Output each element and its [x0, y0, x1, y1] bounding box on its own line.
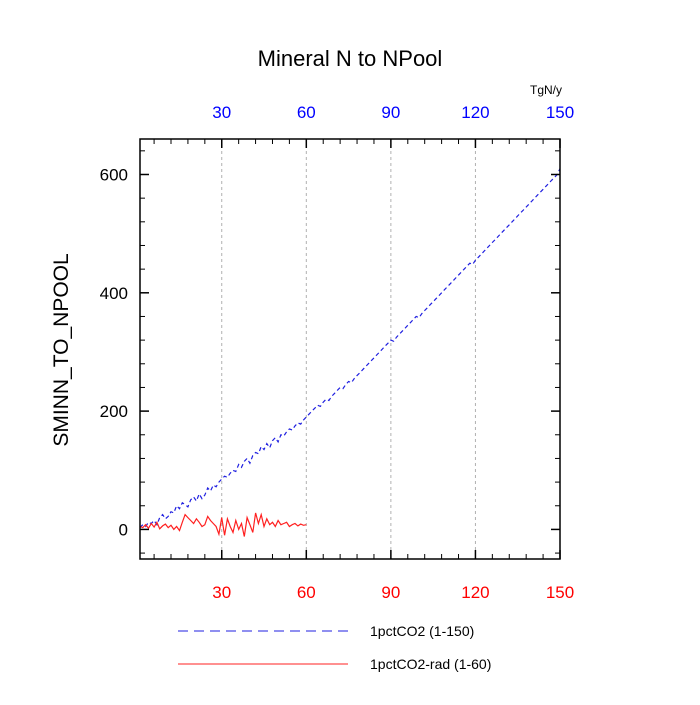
y-tick-label: 600 — [100, 165, 128, 184]
x-tick-label-top: 60 — [297, 103, 316, 122]
x-tick-label-bottom: 60 — [297, 583, 316, 602]
x-tick-label-bottom: 90 — [381, 583, 400, 602]
grid — [221, 139, 476, 559]
plot-frame — [139, 138, 561, 560]
legend-label-2: 1pctCO2-rad (1-60) — [370, 656, 491, 672]
series-line-2 — [139, 512, 307, 537]
x-tick-label-bottom: 120 — [461, 583, 489, 602]
y-tick-label: 0 — [119, 520, 128, 539]
x-tick-label-bottom: 30 — [212, 583, 231, 602]
y-tick-label: 400 — [100, 284, 128, 303]
x-tick-label-top: 150 — [546, 103, 574, 122]
axes: 0 200 400 600 30 60 90 120 150 30 60 90 120 150 — [100, 103, 575, 602]
x-tick-label-top: 120 — [461, 103, 489, 122]
series-line-1 — [139, 168, 561, 529]
x-tick-label-top: 30 — [212, 103, 231, 122]
x-tick-label-top: 90 — [381, 103, 400, 122]
x-tick-label-bottom: 150 — [546, 583, 574, 602]
unit-label: TgN/y — [530, 83, 562, 97]
series-group — [139, 168, 561, 537]
legend: 1pctCO2 (1-150) 1pctCO2-rad (1-60) — [178, 623, 491, 672]
y-tick-label: 200 — [100, 402, 128, 421]
y-axis-label: SMINN_TO_NPOOL — [50, 253, 73, 446]
chart-title: Mineral N to NPool — [258, 46, 443, 71]
legend-label-1: 1pctCO2 (1-150) — [370, 623, 474, 639]
